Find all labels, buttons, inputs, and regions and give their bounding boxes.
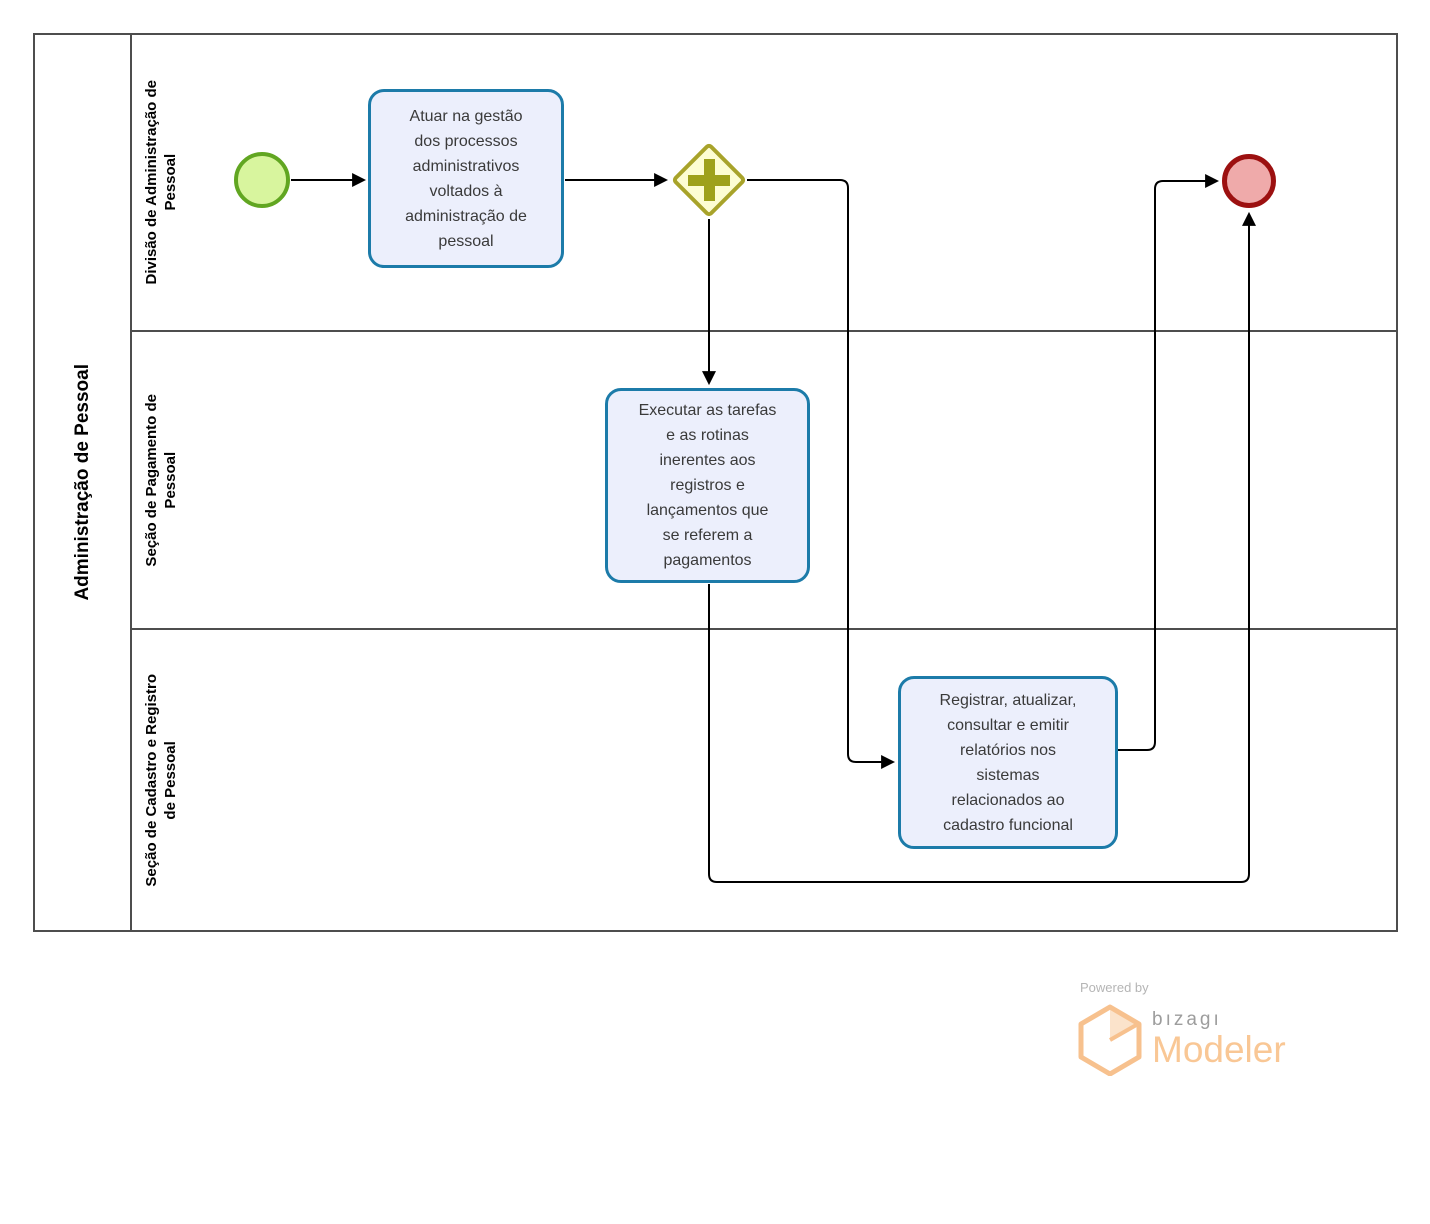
task-label: Executar as tarefas e as rotinas inerent… — [638, 402, 777, 569]
modeler-wordmark: Modeler — [1152, 1029, 1286, 1070]
lane-secao-de-cadastro-e-registro: Seção de Cadastro e Registro de Pessoal — [132, 630, 1396, 930]
task-registrar-atualizar[interactable]: Registrar, atualizar, consultar e emitir… — [898, 676, 1118, 849]
start-event[interactable] — [234, 152, 290, 208]
pool-title: Administração de Pessoal — [71, 364, 93, 601]
bizagi-modeler-branding: Powered by bızagı Modeler — [1078, 980, 1358, 1076]
lane-title-cell: Seção de Cadastro e Registro de Pessoal — [132, 630, 190, 930]
pool-title-cell: Administração de Pessoal — [35, 35, 132, 930]
bizagi-wordmark: bızagı — [1152, 1009, 1222, 1030]
bizagi-hexagon-icon — [1078, 1004, 1142, 1076]
task-label: Registrar, atualizar, consultar e emitir… — [939, 691, 1077, 834]
lane-title-cell: Seção de Pagamento de Pessoal — [132, 332, 190, 628]
parallel-gateway-icon — [704, 159, 715, 201]
task-atuar-na-gestao[interactable]: Atuar na gestão dos processos administra… — [368, 89, 564, 268]
end-event[interactable] — [1222, 154, 1276, 208]
powered-by-label: Powered by — [1080, 980, 1149, 995]
bizagi-logo-row: bızagı Modeler — [1078, 1004, 1358, 1076]
bizagi-logo-text: bızagı Modeler — [1152, 1004, 1286, 1070]
lane-title: Seção de Cadastro e Registro de Pessoal — [143, 673, 179, 887]
task-label: Atuar na gestão dos processos administra… — [405, 107, 527, 250]
lane-title: Divisão de Administração de Pessoal — [143, 80, 179, 285]
lane-title: Seção de Pagamento de Pessoal — [143, 393, 179, 567]
lane-divisao-de-administracao: Divisão de Administração de Pessoal — [132, 35, 1396, 332]
lane-title-cell: Divisão de Administração de Pessoal — [132, 35, 190, 330]
task-executar-tarefas[interactable]: Executar as tarefas e as rotinas inerent… — [605, 388, 810, 583]
